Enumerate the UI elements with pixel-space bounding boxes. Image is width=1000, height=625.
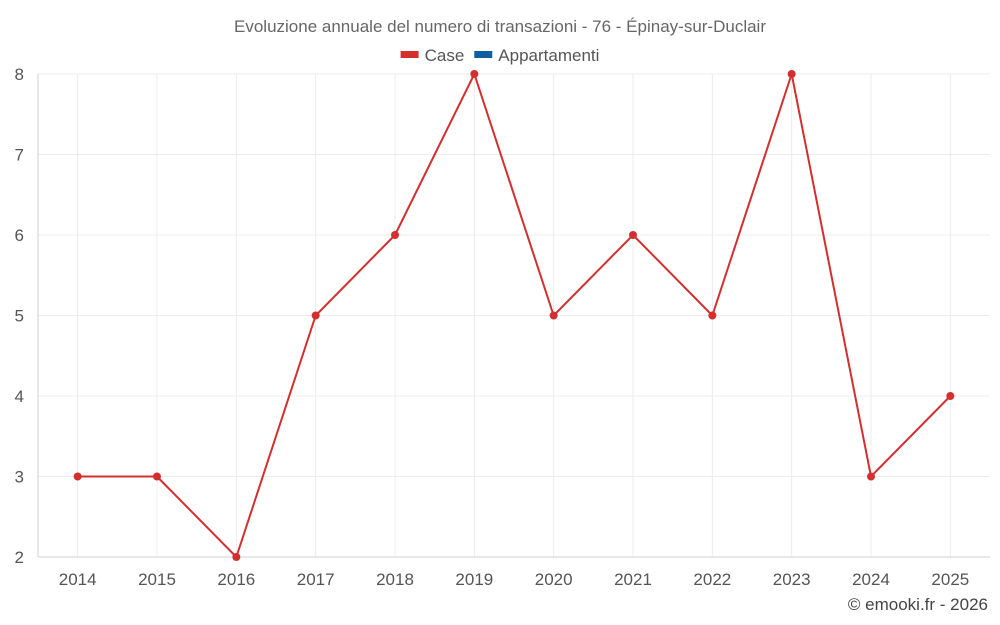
x-tick-label: 2014 <box>59 570 97 589</box>
credit-text: © emooki.fr - 2026 <box>848 595 988 614</box>
y-tick-label: 7 <box>15 146 24 165</box>
axes <box>37 74 990 558</box>
legend-label-appartamenti: Appartamenti <box>498 46 599 65</box>
y-tick-label: 8 <box>15 65 24 84</box>
data-point-case-2019[interactable] <box>470 70 479 78</box>
data-point-case-2016[interactable] <box>232 553 241 561</box>
data-point-case-2022[interactable] <box>708 311 717 320</box>
legend-swatch-appartamenti <box>474 51 493 58</box>
y-tick-label: 3 <box>15 468 24 487</box>
data-point-case-2024[interactable] <box>867 472 875 481</box>
series-group <box>73 70 955 561</box>
x-tick-label: 2025 <box>931 570 969 589</box>
x-tick-label: 2019 <box>455 570 493 589</box>
grid <box>38 73 990 558</box>
y-tick-label: 2 <box>15 548 24 567</box>
x-tick-label: 2022 <box>693 570 731 589</box>
series-line-case <box>77 70 952 559</box>
legend: Case Appartamenti <box>400 46 599 65</box>
data-point-case-2015[interactable] <box>153 472 161 481</box>
data-point-case-2014[interactable] <box>73 472 82 481</box>
legend-label-case: Case <box>425 46 465 65</box>
x-axis-labels: 2014 2015 2016 2017 2018 2019 2020 2021 2022 2023… <box>59 570 969 589</box>
x-tick-label: 2024 <box>852 570 890 589</box>
x-tick-label: 2018 <box>376 570 414 589</box>
data-point-case-2020[interactable] <box>549 311 558 320</box>
x-tick-label: 2021 <box>614 570 652 589</box>
y-axis-labels: 2 3 4 5 6 7 8 <box>15 65 24 567</box>
x-tick-label: 2017 <box>297 570 335 589</box>
x-tick-label: 2020 <box>535 570 573 589</box>
chart-title: Evoluzione annuale del numero di transaz… <box>234 17 766 36</box>
y-tick-label: 4 <box>15 387 24 406</box>
x-tick-label: 2015 <box>138 570 176 589</box>
legend-swatch-case <box>400 51 419 58</box>
x-tick-label: 2023 <box>773 570 811 589</box>
data-point-case-2023[interactable] <box>787 70 796 78</box>
x-tick-label: 2016 <box>217 570 255 589</box>
y-tick-label: 5 <box>15 307 24 326</box>
data-point-case-2025[interactable] <box>946 392 955 400</box>
y-tick-label: 6 <box>15 226 24 245</box>
data-point-case-2021[interactable] <box>629 231 637 239</box>
data-point-case-2017[interactable] <box>311 311 320 320</box>
data-point-case-2018[interactable] <box>391 231 399 239</box>
